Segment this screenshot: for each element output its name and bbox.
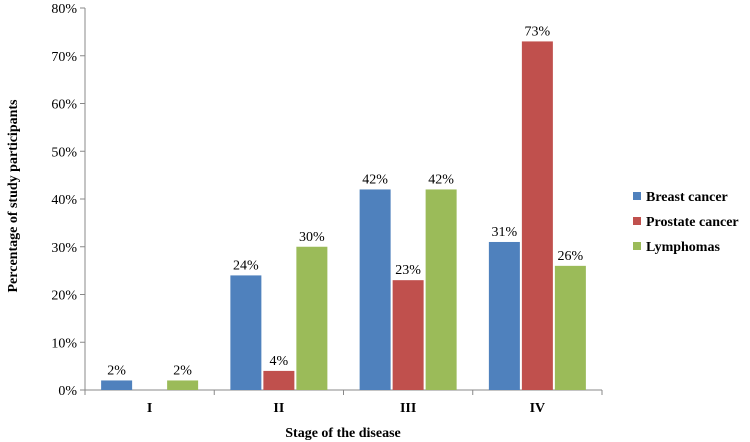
y-tick-label: 80% <box>51 2 77 17</box>
y-tick-label: 70% <box>51 50 77 65</box>
y-tick-label: 30% <box>51 241 77 256</box>
x-tick-label: III <box>400 401 416 416</box>
y-tick-label: 50% <box>51 145 77 160</box>
bar <box>425 189 457 390</box>
bar <box>521 41 553 391</box>
bar <box>488 241 520 390</box>
plot-area: 0% 10% 20% 30% 40% 50% 60% 70% 80% I 2% 2% II 24% 4% 30… <box>51 2 603 416</box>
data-label: 26% <box>558 249 584 264</box>
bar <box>263 370 295 390</box>
y-axis-title: Percentage of study participants <box>6 99 21 293</box>
data-label: 4% <box>270 354 289 369</box>
data-label: 2% <box>173 363 192 378</box>
data-label: 2% <box>107 363 126 378</box>
legend-label: Lymphomas <box>646 240 720 255</box>
legend-label: Prostate cancer <box>646 215 739 230</box>
bar <box>359 189 391 390</box>
data-label: 24% <box>233 258 259 273</box>
bar <box>230 275 262 390</box>
data-label: 31% <box>492 225 518 240</box>
x-tick-label: I <box>147 401 152 416</box>
bar <box>167 380 199 390</box>
bar <box>392 280 424 390</box>
data-label: 30% <box>299 230 325 245</box>
legend: Breast cancer Prostate cancer Lymphomas <box>633 190 739 255</box>
legend-swatch <box>633 192 641 200</box>
y-tick-label: 0% <box>58 384 77 399</box>
legend-swatch <box>633 242 641 250</box>
bar <box>296 246 328 390</box>
legend-swatch <box>633 217 641 225</box>
y-tick-label: 20% <box>51 289 77 304</box>
bar <box>101 380 133 390</box>
y-tick-label: 10% <box>51 336 77 351</box>
y-tick-label: 40% <box>51 193 77 208</box>
bar <box>554 265 586 390</box>
x-tick-label: IV <box>530 401 546 416</box>
legend-label: Breast cancer <box>646 190 728 205</box>
y-tick-label: 60% <box>51 98 77 113</box>
x-axis-title: Stage of the disease <box>285 426 401 441</box>
data-label: 42% <box>428 172 454 187</box>
x-tick-label: II <box>273 401 284 416</box>
data-label: 42% <box>362 172 388 187</box>
data-label: 23% <box>395 263 421 278</box>
data-label: 73% <box>525 24 551 39</box>
